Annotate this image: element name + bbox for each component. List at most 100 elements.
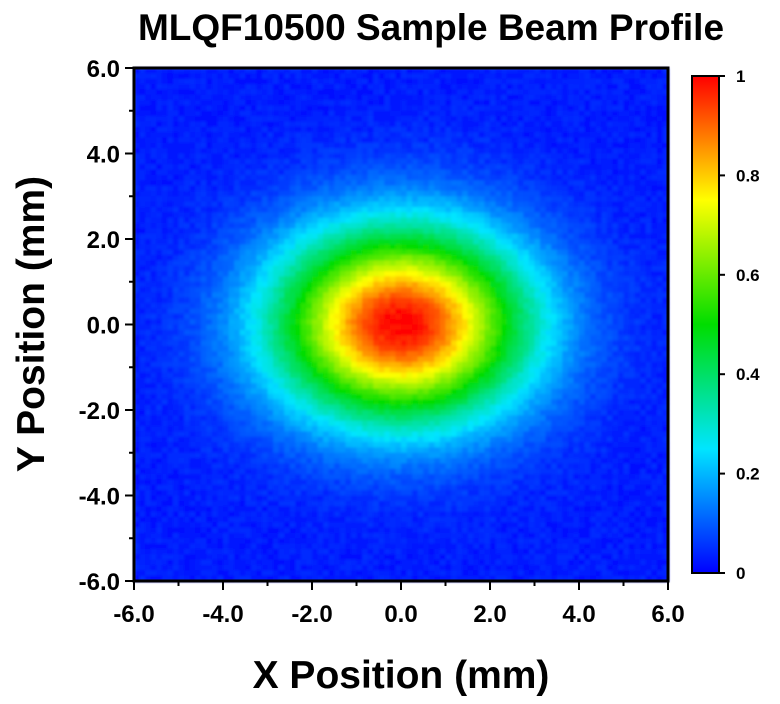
heatmap-cell [606,201,613,208]
heatmap-cell [334,308,341,315]
heatmap-cell [362,174,369,181]
heatmap-cell [645,190,652,197]
heatmap-cell [161,340,168,347]
heatmap-cell [478,324,486,331]
heatmap-cell [406,132,413,139]
heatmap-cell [139,110,146,117]
heatmap-cell [445,313,452,320]
heatmap-cell [145,244,152,251]
heatmap-cell [323,303,330,310]
heatmap-cell [239,239,246,245]
heatmap-cell [384,276,391,283]
heatmap-cell [451,137,458,144]
heatmap-cell [334,313,341,320]
heatmap-cell [623,89,630,96]
heatmap-cell [595,287,602,294]
heatmap-cell [228,271,235,277]
heatmap-cell [640,84,647,90]
heatmap-cell [389,116,397,123]
heatmap-cell [540,297,547,304]
heatmap-cell [406,126,413,133]
heatmap-cell [267,228,274,235]
heatmap-cell [545,281,552,288]
heatmap-cell [312,73,319,80]
heatmap-cell [562,287,569,294]
heatmap-cell [501,153,508,160]
heatmap-cell [467,180,474,187]
heatmap-cell [584,110,591,117]
heatmap-cell [495,84,502,90]
heatmap-cell [551,132,558,139]
heatmap-cell [250,142,257,149]
heatmap-cell [423,271,430,277]
heatmap-cell [195,324,202,331]
heatmap-cell [367,244,374,251]
heatmap-cell [284,201,291,208]
heatmap-cell [139,212,146,219]
heatmap-cell [651,94,658,101]
heatmap-cell [312,164,319,171]
heatmap-cell [662,222,669,229]
heatmap-cell [189,303,196,310]
heatmap-cell [367,239,374,245]
heatmap-cell [317,89,324,96]
heatmap-cell [629,233,636,240]
heatmap-cell [428,148,435,155]
heatmap-cell [562,201,569,208]
heatmap-cell [150,116,157,123]
heatmap-cell [451,164,458,171]
heatmap-cell [412,335,419,342]
heatmap-cell [384,142,391,149]
heatmap-cell [562,100,569,106]
heatmap-cell [645,169,652,176]
heatmap-cell [328,233,335,240]
heatmap-cell [490,180,497,187]
heatmap-cell [378,190,385,197]
heatmap-cell [434,239,441,245]
heatmap-cell [167,180,174,187]
heatmap-cell [562,319,569,326]
heatmap-cell [134,100,141,106]
heatmap-cell [189,174,196,181]
heatmap-cell [261,100,269,106]
heatmap-cell [573,244,580,251]
heatmap-cell [239,228,246,235]
heatmap-cell [195,260,202,267]
heatmap-cell [234,126,241,133]
heatmap-cell [228,68,235,74]
heatmap-cell [484,335,491,342]
heatmap-cell [195,271,202,277]
heatmap-cell [134,217,141,224]
heatmap-cell [139,239,146,245]
heatmap-cell [356,335,363,342]
heatmap-cell [501,233,508,240]
heatmap-cell [245,265,252,272]
heatmap-cell [161,78,168,85]
heatmap-cell [178,217,185,224]
heatmap-cell [228,126,235,133]
heatmap-cell [484,132,491,139]
heatmap-cell [367,265,374,272]
heatmap-cell [467,271,474,277]
heatmap-cell [345,324,352,331]
heatmap-cell [579,153,586,160]
heatmap-cell [261,78,269,85]
heatmap-cell [445,153,452,160]
heatmap-cell [595,196,602,203]
heatmap-cell [350,265,358,272]
heatmap-cell [211,276,219,283]
heatmap-cell [395,206,402,213]
heatmap-cell [551,212,558,219]
heatmap-cell [317,126,324,133]
heatmap-cell [428,174,435,181]
heatmap-cell [189,313,196,320]
heatmap-cell [423,212,430,219]
heatmap-cell [267,164,274,171]
heatmap-cell [645,121,652,128]
heatmap-cell [373,196,380,203]
heatmap-cell [423,148,430,155]
heatmap-cell [456,303,463,310]
heatmap-cell [406,78,413,85]
heatmap-cell [284,335,291,342]
heatmap-cell [523,116,530,123]
